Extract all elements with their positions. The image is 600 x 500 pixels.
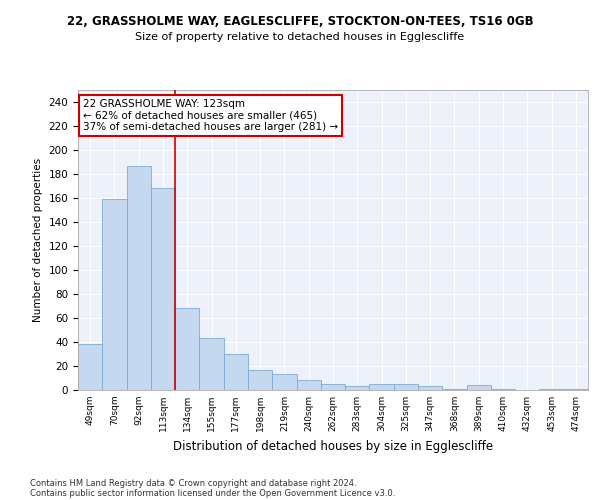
Text: Size of property relative to detached houses in Egglescliffe: Size of property relative to detached ho… — [136, 32, 464, 42]
Y-axis label: Number of detached properties: Number of detached properties — [33, 158, 43, 322]
Text: 22 GRASSHOLME WAY: 123sqm
← 62% of detached houses are smaller (465)
37% of semi: 22 GRASSHOLME WAY: 123sqm ← 62% of detac… — [83, 99, 338, 132]
Bar — [102, 199, 127, 390]
Bar — [248, 370, 272, 390]
Bar — [272, 374, 296, 390]
Bar — [418, 386, 442, 390]
Bar — [467, 385, 491, 390]
Bar — [78, 344, 102, 390]
Bar — [370, 384, 394, 390]
Bar — [491, 389, 515, 390]
Bar — [127, 166, 151, 390]
Bar — [199, 338, 224, 390]
Bar — [345, 386, 370, 390]
Text: 22, GRASSHOLME WAY, EAGLESCLIFFE, STOCKTON-ON-TEES, TS16 0GB: 22, GRASSHOLME WAY, EAGLESCLIFFE, STOCKT… — [67, 15, 533, 28]
Bar — [442, 389, 467, 390]
Bar — [539, 389, 564, 390]
X-axis label: Distribution of detached houses by size in Egglescliffe: Distribution of detached houses by size … — [173, 440, 493, 452]
Text: Contains public sector information licensed under the Open Government Licence v3: Contains public sector information licen… — [30, 488, 395, 498]
Bar — [321, 384, 345, 390]
Bar — [394, 384, 418, 390]
Bar — [224, 354, 248, 390]
Bar — [564, 389, 588, 390]
Bar — [296, 380, 321, 390]
Bar — [175, 308, 199, 390]
Bar — [151, 188, 175, 390]
Text: Contains HM Land Registry data © Crown copyright and database right 2024.: Contains HM Land Registry data © Crown c… — [30, 478, 356, 488]
